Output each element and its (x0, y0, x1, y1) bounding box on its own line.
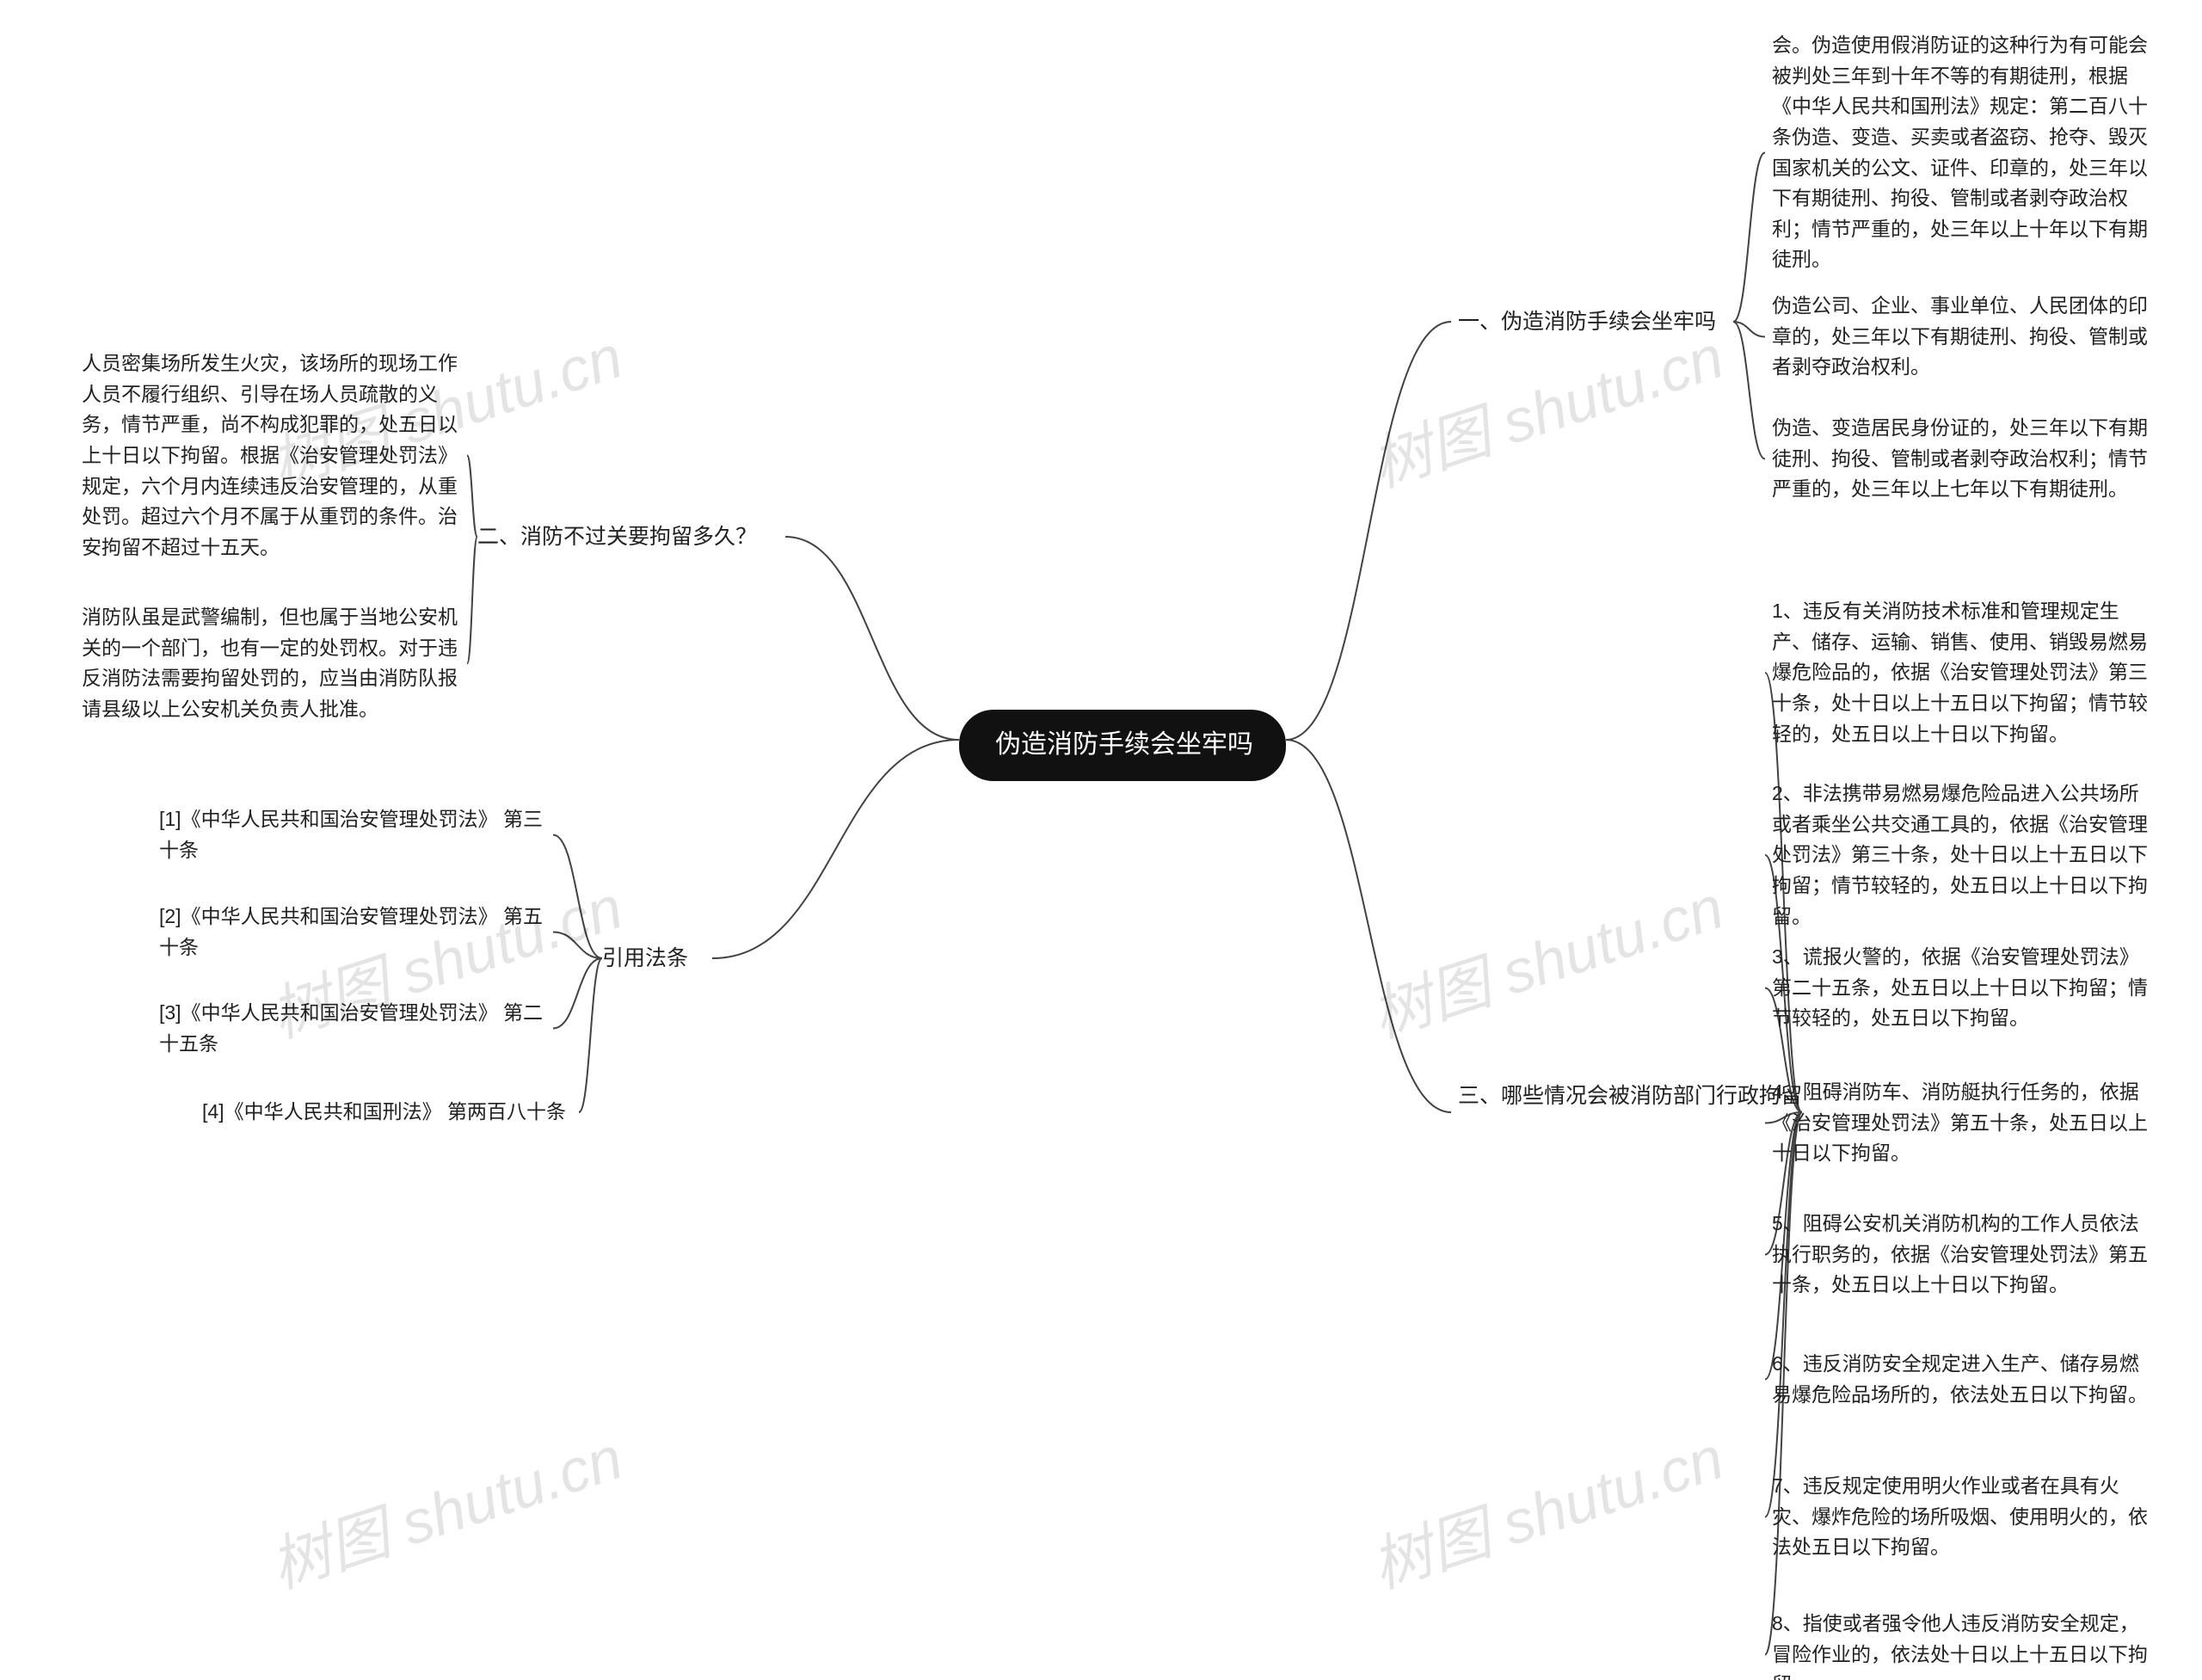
b1c2: 伪造公司、企业、事业单位、人民团体的印章的，处三年以下有期徒刑、拘役、管制或者剥… (1772, 291, 2150, 383)
b3c1: 1、违反有关消防技术标准和管理规定生产、储存、运输、销售、使用、销毁易燃易爆危险… (1772, 596, 2150, 749)
b3c4: 4、阻碍消防车、消防艇执行任务的，依据《治安管理处罚法》第五十条，处五日以上十日… (1772, 1077, 2150, 1169)
b4c2: [2]《中华人民共和国治安管理处罚法》 第五十条 (159, 902, 546, 963)
mindmap-canvas: 伪造消防手续会坐牢吗 一、伪造消防手续会坐牢吗 会。伪造使用假消防证的这种行为有可… (0, 0, 2202, 1680)
b2c2: 消防队虽是武警编制，但也属于当地公安机关的一个部门，也有一定的处罚权。对于违反消… (82, 602, 460, 725)
b3c2: 2、非法携带易燃易爆危险品进入公共场所或者乘坐公共交通工具的，依据《治安管理处罚… (1772, 778, 2150, 932)
b3c5: 5、阻碍公安机关消防机构的工作人员依法执行职务的，依据《治安管理处罚法》第五十条… (1772, 1209, 2150, 1301)
b3: 三、哪些情况会被消防部门行政拘留 (1458, 1080, 1802, 1113)
b4c4: [4]《中华人民共和国刑法》 第两百八十条 (202, 1097, 572, 1128)
b2: 二、消防不过关要拘留多久？ (477, 520, 778, 554)
watermark: 树图 shutu.cn (1359, 859, 1733, 1055)
b2c1: 人员密集场所发生火灾，该场所的现场工作人员不履行组织、引导在场人员疏散的义务，情… (82, 348, 460, 563)
b4c1: [1]《中华人民共和国治安管理处罚法》 第三十条 (159, 804, 546, 865)
b4: 引用法条 (602, 942, 705, 975)
b1c3: 伪造、变造居民身份证的，处三年以下有期徒刑、拘役、管制或者剥夺政治权利；情节严重… (1772, 413, 2150, 505)
watermark: 树图 shutu.cn (1359, 1410, 1733, 1605)
b1: 一、伪造消防手续会坐牢吗 (1458, 305, 1733, 339)
b1c1: 会。伪造使用假消防证的这种行为有可能会被判处三年到十年不等的有期徒刑，根据《中华… (1772, 30, 2150, 275)
b3c3: 3、谎报火警的，依据《治安管理处罚法》第二十五条，处五日以上十日以下拘留；情节较… (1772, 942, 2150, 1034)
b4c3: [3]《中华人民共和国治安管理处罚法》 第二十五条 (159, 998, 546, 1059)
b3c8: 8、指使或者强令他人违反消防安全规定，冒险作业的，依法处十日以上十五日以下拘留。 (1772, 1609, 2150, 1680)
root-node: 伪造消防手续会坐牢吗 (959, 710, 1286, 781)
b3c7: 7、违反规定使用明火作业或者在具有火灾、爆炸危险的场所吸烟、使用明火的，依法处五… (1772, 1471, 2150, 1563)
watermark: 树图 shutu.cn (258, 1410, 632, 1605)
b3c6: 6、违反消防安全规定进入生产、储存易燃易爆危险品场所的，依法处五日以下拘留。 (1772, 1349, 2150, 1410)
